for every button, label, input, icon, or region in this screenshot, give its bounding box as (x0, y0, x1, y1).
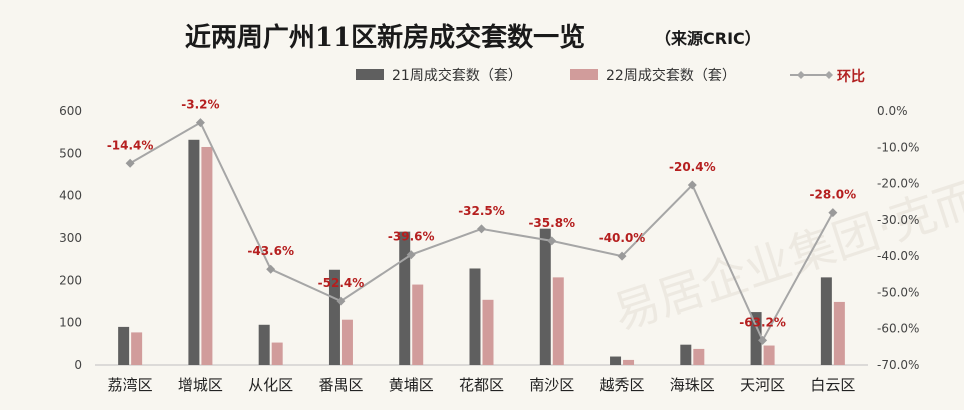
legend-marker-hb-2 (825, 71, 833, 79)
bar-21-4 (399, 231, 411, 365)
y-left-tick-label: 500 (59, 146, 82, 160)
ratio-data-label: -20.4% (669, 160, 716, 174)
bar-21-1 (188, 139, 200, 365)
ratio-point-8 (687, 180, 697, 190)
right-axis: 0.0% -10.0% -20.0% -30.0% -40.0% -50.0% -60.0%… (877, 104, 919, 372)
left-axis: 0 100 200 300 400 500 600 (59, 104, 868, 372)
chart-title: 近两周广州11区新房成交套数一览 (185, 22, 585, 53)
legend-marker-hb-1 (797, 71, 805, 79)
ratio-data-label: -35.8% (528, 216, 575, 230)
category-label: 越秀区 (600, 376, 645, 394)
bar-22-1 (201, 146, 213, 365)
ratio-point-3 (336, 296, 346, 306)
ratio-point-10 (828, 208, 838, 218)
y-right-tick-label: 0.0% (877, 104, 908, 118)
ratio-data-label: -14.4% (107, 138, 154, 152)
bar-21-6 (539, 228, 551, 365)
legend-swatch-21 (356, 69, 384, 80)
y-right-tick-label: -40.0% (877, 249, 919, 263)
y-right-tick-label: -10.0% (877, 140, 919, 154)
y-left-tick-label: 100 (59, 316, 82, 330)
ratio-data-label: -3.2% (181, 98, 219, 112)
category-label: 花都区 (459, 376, 504, 394)
ratio-point-5 (477, 224, 486, 234)
ratio-point-6 (547, 236, 557, 246)
legend-label-21: 21周成交套数（套） (392, 67, 522, 84)
ratio-data-label: -32.5% (458, 204, 505, 218)
bar-22-7 (623, 359, 635, 365)
data-labels: -14.4% -3.2% -43.6% -52.4% -39.6% -32.5% -35.8… (107, 98, 856, 330)
y-right-tick-label: -70.0% (877, 358, 919, 372)
category-label: 南沙区 (529, 376, 574, 394)
chart-subtitle: （来源CRIC） (655, 29, 761, 48)
bar-22-10 (833, 301, 845, 365)
bar-21-7 (610, 356, 622, 365)
ratio-point-9 (758, 335, 768, 345)
ratio-data-label: -43.6% (247, 244, 294, 258)
bar-22-0 (131, 332, 143, 365)
category-label: 海珠区 (670, 376, 715, 394)
bar-21-8 (680, 344, 692, 365)
category-label: 天河区 (740, 376, 785, 394)
legend-swatch-22 (570, 69, 598, 80)
ratio-data-label: -52.4% (318, 276, 365, 290)
bar-22-2 (271, 342, 283, 365)
bar-22-5 (482, 299, 494, 365)
bar-22-4 (412, 284, 424, 365)
y-right-tick-label: -20.0% (877, 177, 919, 191)
legend-label-22: 22周成交套数（套） (606, 67, 736, 84)
legend-label-hb: 环比 (837, 68, 865, 85)
ratio-line (125, 118, 838, 345)
bar-21-3 (328, 269, 340, 365)
category-label: 番禺区 (318, 376, 363, 394)
category-label: 白云区 (810, 376, 855, 394)
category-label: 增城区 (178, 376, 223, 394)
bar-22-3 (341, 319, 353, 365)
ratio-point-1 (195, 118, 205, 128)
y-right-tick-label: -50.0% (877, 285, 919, 299)
category-labels: 荔湾区 增城区 从化区 番禺区 黄埔区 花都区 南沙区 越秀区 海珠区 天河区 白云区 (108, 376, 856, 394)
ratio-point-2 (266, 264, 276, 274)
bar-21-10 (820, 277, 832, 365)
bar-21-2 (258, 324, 270, 365)
ratio-data-label: -63.2% (739, 315, 786, 329)
y-right-tick-label: -60.0% (877, 322, 919, 336)
ratio-data-label: -40.0% (599, 231, 646, 245)
category-label: 从化区 (248, 376, 293, 394)
legend: 21周成交套数（套） 22周成交套数（套） 环比 (356, 67, 865, 85)
y-left-tick-label: 400 (59, 189, 82, 203)
ratio-point-4 (406, 250, 416, 260)
category-label: 荔湾区 (108, 376, 153, 394)
ratio-data-label: -39.6% (388, 230, 435, 244)
bars (118, 139, 845, 365)
ratio-point-0 (125, 158, 135, 168)
bar-22-9 (763, 345, 775, 365)
bar-22-6 (552, 277, 564, 365)
y-left-tick-label: 200 (59, 273, 82, 287)
y-left-tick-label: 600 (59, 104, 82, 118)
y-right-tick-label: -30.0% (877, 213, 919, 227)
bar-21-9 (750, 312, 762, 365)
bar-22-8 (693, 348, 705, 365)
y-left-tick-label: 0 (74, 358, 82, 372)
y-left-tick-label: 300 (59, 231, 82, 245)
ratio-data-label: -28.0% (810, 188, 857, 202)
bar-21-5 (469, 268, 481, 365)
ratio-point-7 (617, 251, 627, 261)
bar-21-0 (118, 326, 130, 365)
category-label: 黄埔区 (389, 376, 434, 394)
